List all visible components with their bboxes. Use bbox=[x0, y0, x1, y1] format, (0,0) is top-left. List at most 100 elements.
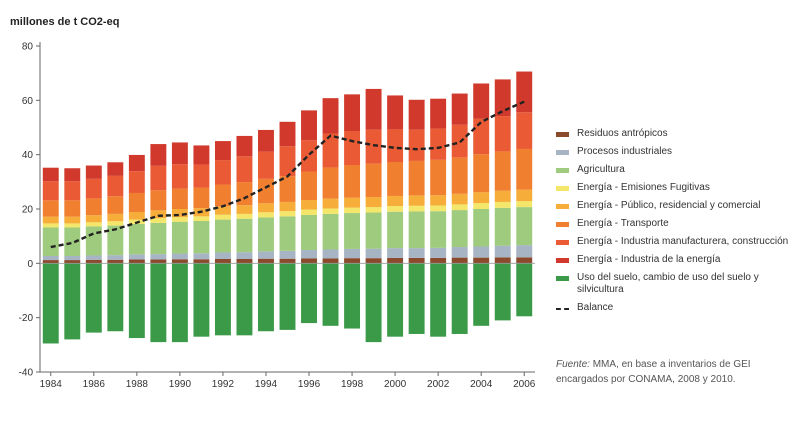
bar-energia-emisiones-fugitivas-1996 bbox=[301, 209, 317, 215]
bar-energia-industria-manufacturera-construccion-1990 bbox=[171, 164, 188, 189]
bar-energia-industria-manufacturera-construccion-1999 bbox=[365, 129, 382, 164]
bar-energia-industria-manufacturera-construccion-2006 bbox=[516, 112, 533, 149]
bar-uso-del-suelo-cambio-de-uso-del-suelo-y-silvicultura-2005 bbox=[494, 263, 511, 321]
bar-agricultura-1999 bbox=[365, 212, 382, 249]
bar-uso-del-suelo-cambio-de-uso-del-suelo-y-silvicultura-2006 bbox=[516, 263, 533, 317]
bar-procesos-industriales-1997 bbox=[322, 249, 339, 259]
bar-residuos-antropicos-1987 bbox=[107, 259, 124, 264]
bar-uso-del-suelo-cambio-de-uso-del-suelo-y-silvicultura-2003 bbox=[451, 263, 468, 334]
bar-energia-emisiones-fugitivas-1987 bbox=[107, 221, 124, 226]
bar-energia-industria-de-la-energia-2000 bbox=[387, 95, 404, 130]
bar-energia-industria-manufacturera-construccion-1985 bbox=[64, 181, 81, 201]
bar-residuos-antropicos-1984 bbox=[42, 260, 59, 264]
bar-agricultura-1986 bbox=[85, 226, 102, 256]
y-tick-label: 80 bbox=[22, 42, 34, 53]
bar-energia-publico-residencial-y-comercial-1996 bbox=[301, 200, 317, 210]
bar-uso-del-suelo-cambio-de-uso-del-suelo-y-silvicultura-1984 bbox=[42, 263, 59, 344]
bar-energia-emisiones-fugitivas-1994 bbox=[258, 212, 274, 218]
bar-energia-emisiones-fugitivas-1995 bbox=[279, 211, 296, 217]
bar-procesos-industriales-2006 bbox=[516, 245, 533, 258]
bar-energia-emisiones-fugitivas-1997 bbox=[322, 208, 339, 214]
bar-residuos-antropicos-1998 bbox=[344, 258, 361, 264]
legend-label: Energía - Público, residencial y comerci… bbox=[577, 200, 761, 211]
bar-energia-emisiones-fugitivas-2001 bbox=[408, 205, 425, 212]
bar-energia-industria-manufacturera-construccion-2000 bbox=[387, 129, 404, 163]
bar-energia-emisiones-fugitivas-1993 bbox=[236, 213, 253, 219]
legend-item-energia-transporte: Energía - Transporte bbox=[556, 218, 796, 230]
bar-procesos-industriales-1991 bbox=[193, 253, 210, 260]
bar-energia-publico-residencial-y-comercial-1987 bbox=[107, 213, 124, 222]
source-note: Fuente: MMA, en base a inventarios de GE… bbox=[556, 357, 778, 387]
bar-energia-industria-manufacturera-construccion-1987 bbox=[107, 175, 124, 197]
bar-energia-emisiones-fugitivas-1986 bbox=[85, 222, 102, 227]
bar-energia-industria-de-la-energia-2004 bbox=[473, 83, 490, 119]
x-tick-label: 1994 bbox=[255, 379, 278, 390]
bar-agricultura-1995 bbox=[279, 216, 296, 251]
bar-procesos-industriales-1988 bbox=[128, 254, 145, 260]
bar-residuos-antropicos-1989 bbox=[150, 259, 167, 264]
legend-label: Energía - Industria manufacturera, const… bbox=[577, 236, 789, 247]
bar-energia-publico-residencial-y-comercial-1997 bbox=[322, 198, 339, 209]
bar-residuos-antropicos-2005 bbox=[494, 257, 511, 264]
bar-energia-publico-residencial-y-comercial-1998 bbox=[344, 197, 361, 208]
bar-energia-publico-residencial-y-comercial-1988 bbox=[128, 211, 145, 220]
bar-agricultura-2002 bbox=[430, 211, 447, 248]
bar-residuos-antropicos-1999 bbox=[365, 258, 382, 264]
bar-agricultura-2006 bbox=[516, 207, 533, 246]
bar-energia-transporte-1993 bbox=[236, 182, 253, 206]
bar-energia-transporte-1995 bbox=[279, 176, 296, 202]
bar-energia-publico-residencial-y-comercial-1984 bbox=[42, 216, 59, 224]
bar-energia-industria-de-la-energia-2002 bbox=[430, 98, 447, 129]
bar-energia-industria-de-la-energia-2001 bbox=[408, 99, 425, 130]
bar-energia-emisiones-fugitivas-2004 bbox=[473, 203, 490, 209]
x-tick-label: 1992 bbox=[212, 379, 235, 390]
bar-energia-transporte-2003 bbox=[451, 157, 468, 194]
legend-item-energia-industria-manufacturera-construccion: Energía - Industria manufacturera, const… bbox=[556, 236, 796, 248]
bar-residuos-antropicos-1996 bbox=[301, 258, 317, 264]
bar-energia-transporte-1986 bbox=[85, 198, 102, 216]
bar-residuos-antropicos-1991 bbox=[193, 259, 210, 264]
bar-residuos-antropicos-2000 bbox=[387, 257, 404, 264]
legend-swatch bbox=[556, 240, 569, 245]
legend-swatch bbox=[556, 150, 569, 155]
bar-energia-transporte-1997 bbox=[322, 167, 339, 199]
bar-energia-transporte-2002 bbox=[430, 159, 447, 196]
bar-energia-industria-manufacturera-construccion-2005 bbox=[494, 116, 511, 152]
bar-procesos-industriales-1987 bbox=[107, 255, 124, 260]
bar-energia-transporte-2005 bbox=[494, 151, 511, 191]
bar-residuos-antropicos-2006 bbox=[516, 257, 533, 264]
legend-swatch bbox=[556, 204, 569, 209]
bar-agricultura-1998 bbox=[344, 213, 361, 249]
legend-swatch bbox=[556, 276, 569, 281]
bar-agricultura-1989 bbox=[150, 222, 167, 255]
legend-label: Energía - Emisiones Fugitivas bbox=[577, 182, 710, 193]
bar-energia-publico-residencial-y-comercial-2002 bbox=[430, 195, 447, 206]
bar-energia-publico-residencial-y-comercial-2000 bbox=[387, 195, 404, 207]
y-axis-label: millones de t CO2-eq bbox=[10, 16, 120, 28]
legend-item-energia-publico-residencial-y-comercial: Energía - Público, residencial y comerci… bbox=[556, 200, 796, 212]
bar-energia-industria-de-la-energia-1992 bbox=[214, 141, 231, 161]
legend-item-uso-del-suelo-cambio-de-uso-del-suelo-y-silvicultura: Uso del suelo, cambio de uso del suelo y… bbox=[556, 272, 796, 296]
bar-energia-industria-manufacturera-construccion-1986 bbox=[85, 178, 102, 199]
bar-energia-transporte-1984 bbox=[42, 200, 59, 217]
bar-procesos-industriales-2001 bbox=[408, 248, 425, 258]
bar-energia-publico-residencial-y-comercial-2004 bbox=[473, 192, 490, 204]
bar-energia-industria-de-la-energia-1994 bbox=[258, 129, 274, 152]
bar-uso-del-suelo-cambio-de-uso-del-suelo-y-silvicultura-1985 bbox=[64, 263, 81, 340]
bar-residuos-antropicos-1988 bbox=[128, 259, 145, 264]
bar-energia-industria-manufacturera-construccion-1991 bbox=[193, 164, 210, 188]
bar-energia-industria-de-la-energia-1999 bbox=[365, 88, 382, 130]
y-tick-label: 60 bbox=[22, 96, 34, 107]
bar-uso-del-suelo-cambio-de-uso-del-suelo-y-silvicultura-1995 bbox=[279, 263, 296, 330]
bar-procesos-industriales-1996 bbox=[301, 250, 317, 259]
bar-procesos-industriales-2004 bbox=[473, 246, 490, 258]
legend-label: Energía - Industria de la energía bbox=[577, 254, 721, 265]
bar-agricultura-1992 bbox=[214, 219, 231, 253]
bar-uso-del-suelo-cambio-de-uso-del-suelo-y-silvicultura-1993 bbox=[236, 263, 253, 336]
bar-energia-transporte-1988 bbox=[128, 192, 145, 212]
bar-uso-del-suelo-cambio-de-uso-del-suelo-y-silvicultura-1987 bbox=[107, 263, 124, 332]
bar-energia-industria-manufacturera-construccion-1998 bbox=[344, 131, 361, 165]
bar-energia-publico-residencial-y-comercial-1989 bbox=[150, 210, 167, 219]
bar-energia-emisiones-fugitivas-2005 bbox=[494, 201, 511, 208]
bar-agricultura-1985 bbox=[64, 227, 81, 256]
